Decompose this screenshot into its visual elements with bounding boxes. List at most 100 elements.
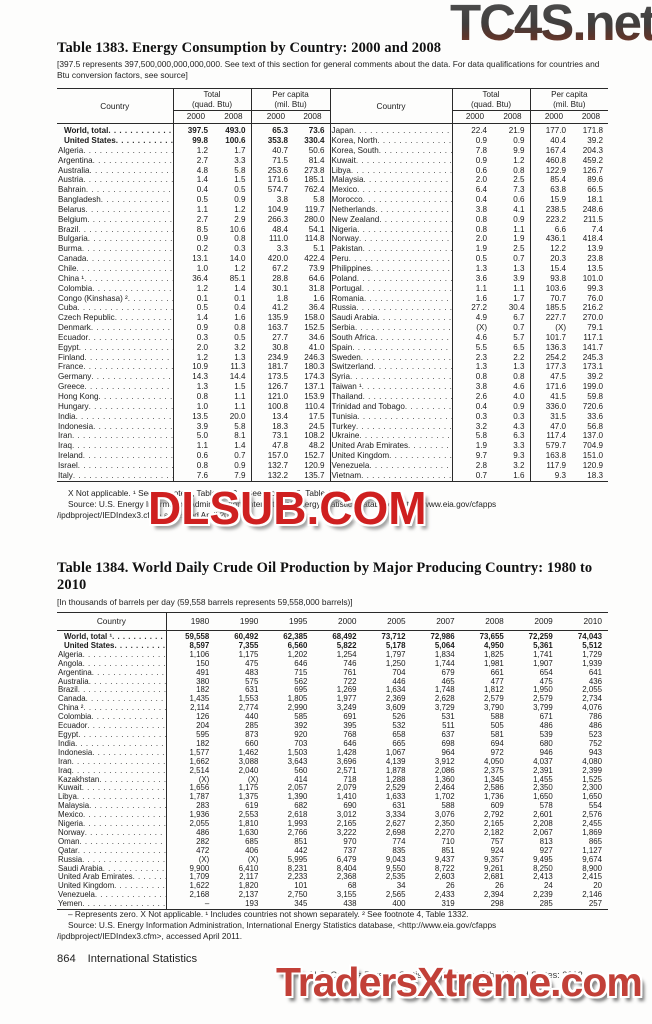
value-cell: 5.8 [234,421,246,431]
value-cell: 70.7 [529,293,572,304]
value-cell: 1,820 [238,881,259,891]
value-cell: 4.9 [451,313,493,324]
value-cell: 5.0 [172,431,213,442]
table-row: Kuwait1,656 1,175 2,057 2,079 2,529 2,464 2,58… [57,783,608,794]
value-cell: 1.3 [513,264,525,273]
country-cell: United States [57,136,173,146]
value-cell: 117.4 [529,431,572,442]
value-cell: 2,618 [287,810,308,820]
table-row: Indonesia1,577 1,462 1,503 1,428 1,067 964 972… [57,747,608,758]
country-cell: United Arab Emirates [329,441,453,452]
value-cell: 3,249 [336,703,357,713]
value-cell: 8,722 [434,863,455,873]
value-cell: 486 [539,721,553,731]
value-cell: 9,900 [165,864,216,874]
page-footer: 864 International Statistics [57,953,197,965]
country-cell: Bangladesh [57,195,173,205]
value-cell: 111.0 [250,234,294,245]
value-cell: 1.3 [513,362,525,372]
value-cell: 532 [392,721,406,731]
country-cell: Turkey [329,421,453,432]
table-1383-title: Table 1383. Energy Consumption by Countr… [57,40,442,56]
value-cell: 2,698 [385,827,406,837]
year-header: 2005 [362,612,412,631]
value-cell: (X) [247,774,259,784]
value-cell: 2,576 [582,810,602,820]
table-row: Algeria1,106 1,175 1,202 1,254 1,797 1,834 1,8… [57,650,608,660]
country-cell: Chile [57,264,173,274]
value-cell: 0.2 [172,244,213,255]
table-row: Canada1,435 1,553 1,805 1,977 2,369 2,628 2,57… [57,694,608,705]
value-cell: 238.5 [529,204,572,215]
value-cell: 27.2 [451,303,493,314]
table-row: Austria1.4 1.5 171.6 185.1 Malaysia2.0 2.5 85.… [57,175,608,186]
country-cell: Peru [329,254,453,264]
value-cell: 8.1 [234,431,246,441]
value-cell: 28.8 [250,273,294,284]
value-cell: 101 [294,881,308,891]
value-cell: 36.4 [172,273,213,284]
value-cell: 1,939 [582,658,602,668]
value-cell: 493.0 [225,126,246,136]
value-cell: 5,995 [287,854,308,864]
value-cell: 658 [392,729,406,739]
country-cell: Iraq [57,767,166,776]
value-cell: 418.4 [582,234,604,244]
value-cell: 1,622 [165,881,216,892]
value-cell: 132.2 [250,470,294,482]
value-cell: 253.6 [250,165,294,176]
value-cell: 17.5 [308,411,325,421]
value-cell: 177.0 [529,123,572,137]
value-cell: 9.7 [451,451,493,461]
value-cell: 34.6 [308,332,325,342]
value-cell: 579.7 [529,441,572,452]
value-cell: 1,993 [287,819,308,829]
value-cell: 554 [588,801,602,811]
country-cell: South Africa [329,332,453,343]
country-cell: Ireland [57,451,173,461]
value-cell: 1,345 [483,774,504,784]
value-cell: 459.2 [582,155,604,165]
value-cell: 141.7 [582,342,604,352]
value-cell: 4.6 [451,332,493,343]
value-cell: 3.8 [250,195,294,205]
value-cell: 406 [245,845,259,855]
value-cell: 2,182 [483,827,504,837]
country-cell: Bulgaria [57,234,173,244]
value-cell: 73.6 [308,126,325,136]
value-cell: 73.9 [308,264,325,273]
table-row: Norway486 1,630 2,766 3,222 2,698 2,270 2,182 2… [57,827,608,838]
country-cell: United Kingdom [329,451,453,461]
value-cell: 1,878 [385,765,406,775]
value-cell: 2,137 [238,890,259,900]
value-cell: (X) [451,323,493,333]
value-cell: 523 [588,729,602,739]
value-cell: 117.9 [529,460,572,471]
value-cell: 8,404 [336,863,357,873]
value-cell: 14.4 [229,372,246,382]
value-cell: 114.8 [304,234,325,244]
country-cell: Sweden [329,352,453,363]
value-cell: 2,270 [434,827,455,837]
value-cell: 0.3 [172,332,213,343]
year-header: 2008 [571,110,609,125]
value-cell: 1,250 [385,658,406,668]
value-cell: 181.7 [250,362,294,373]
country-cell: Algeria [57,651,166,660]
value-cell: 2,350 [533,783,553,793]
table-row: Canada13.1 14.0 420.0 422.4 Peru0.5 0.7 20.3 23… [57,254,608,264]
value-cell: 2,792 [483,810,504,820]
value-cell: 68,492 [332,632,357,641]
value-cell: 1.7 [513,293,525,303]
country-cell: Vietnam [329,470,453,482]
value-cell: 0.5 [451,254,493,264]
value-cell: 120.9 [304,460,325,470]
value-cell: 1,428 [336,747,357,757]
value-cell: 927 [539,845,553,855]
value-cell: 1,950 [533,685,553,695]
value-cell: 21.9 [508,126,525,136]
watermark-bottom: TradersXtreme.com [276,959,643,1005]
value-cell: 1.3 [451,264,493,274]
value-cell: 436.1 [529,234,572,245]
value-cell: 1.8 [250,293,294,304]
